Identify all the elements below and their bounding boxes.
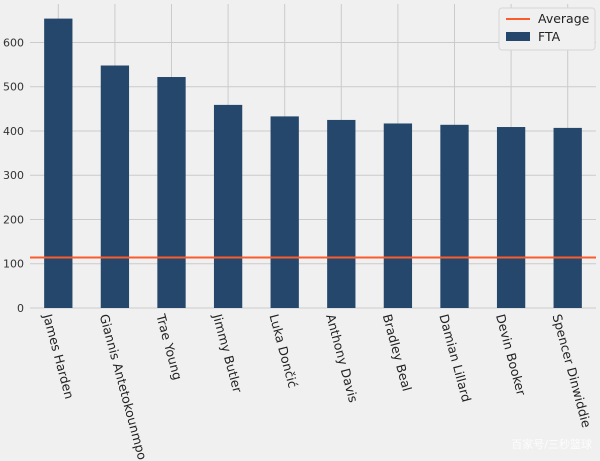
y-tick-labels: 0 100 200 300 400 500 600 [3, 36, 24, 315]
x-tick-label: Luka Dončić [267, 312, 301, 389]
bar [440, 124, 469, 308]
x-tick-label: Jimmy Butler [210, 311, 246, 395]
bars-layer [44, 18, 582, 309]
x-tick-label: Spencer Dinwiddie [550, 312, 595, 429]
y-tick-label: 400 [3, 125, 24, 138]
bar [383, 123, 413, 308]
x-tick-label: Trae Young [153, 311, 185, 381]
y-tick-label: 100 [3, 258, 24, 271]
legend: Average FTA [498, 7, 596, 51]
bar [496, 127, 526, 308]
y-tick-label: 600 [3, 36, 24, 49]
legend-fta-label: FTA [538, 29, 561, 44]
y-tick-label: 200 [3, 213, 24, 226]
bar [100, 65, 130, 309]
bar [44, 18, 73, 308]
y-tick-label: 0 [17, 302, 24, 315]
x-tick-label: Devin Booker [493, 312, 529, 397]
bar [270, 116, 299, 308]
y-tick-label: 500 [3, 81, 24, 94]
legend-fta-swatch [506, 32, 530, 41]
y-tick-label: 300 [3, 169, 24, 182]
x-tick-label: Damian Lillard [436, 312, 474, 403]
bar [157, 77, 186, 309]
bar [327, 119, 356, 309]
x-tick-label: Giannis Antetokounmpo [97, 312, 150, 461]
bar [213, 104, 243, 308]
x-tick-label: James Harden [40, 311, 77, 400]
x-tick-label: Bradley Beal [380, 312, 415, 392]
bar [553, 127, 582, 308]
x-tick-label: Anthony Davis [323, 312, 361, 404]
watermark: 百家号/三秒篮球 [511, 437, 592, 451]
legend-average-label: Average [538, 11, 590, 26]
